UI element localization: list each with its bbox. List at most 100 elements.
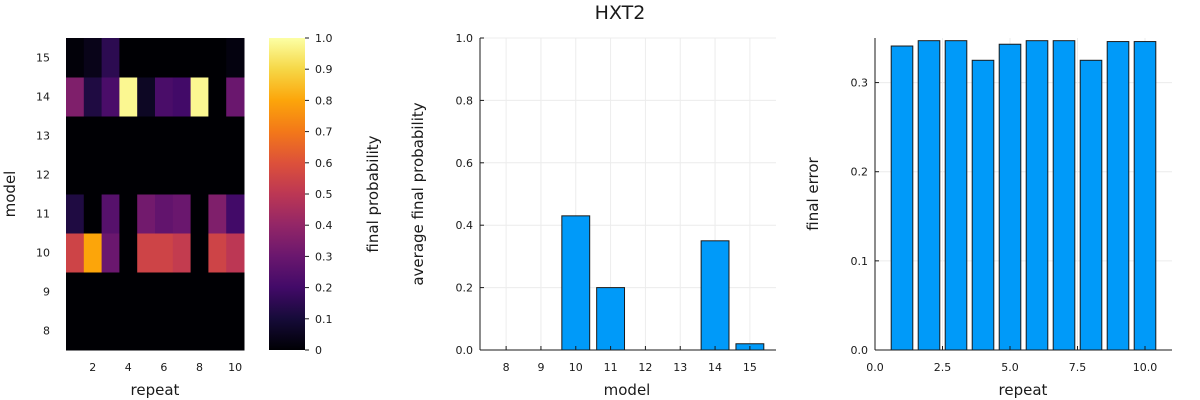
heatmap-cell	[172, 38, 192, 78]
heatmap-cell	[226, 311, 245, 351]
heatmap-cell	[66, 116, 85, 156]
heatmap-panel: 8 9 10 11 12 13 14 15 2 4 6 8 10 repeat model	[1, 38, 245, 399]
final-error-bar	[1052, 40, 1076, 351]
avg-probability-x-tick: 8	[503, 361, 510, 374]
heatmap-cell	[137, 77, 156, 117]
heatmap-cell	[137, 311, 156, 351]
heatmap-cell	[101, 272, 120, 312]
avg-probability-y-tick: 0.2	[456, 282, 474, 295]
heatmap-cells	[66, 38, 245, 351]
heatmap-cell	[226, 233, 245, 273]
colorbar-ticks: 0 0.1 0.2 0.3 0.4 0.5 0.6 0.7 0.8 0.9 1.0	[305, 32, 333, 357]
final-error-bar	[944, 40, 968, 351]
heatmap-cell	[66, 194, 85, 234]
heatmap-cell	[83, 77, 103, 117]
heatmap-cell	[119, 38, 138, 78]
heatmap-cell	[137, 194, 156, 234]
heatmap-cell	[155, 194, 174, 234]
heatmap-cell	[66, 38, 85, 78]
figure-title: HXT2	[595, 2, 646, 24]
heatmap-cell	[226, 194, 245, 234]
heatmap-cell	[119, 233, 138, 273]
heatmap-cell	[137, 272, 156, 312]
heatmap-cell	[208, 38, 227, 78]
colorbar-tick-label: 0.4	[315, 219, 333, 232]
heatmap-y-tick: 10	[36, 247, 50, 260]
heatmap-cell	[172, 116, 192, 156]
heatmap-cell	[190, 194, 209, 234]
avg-probability-y-tick: 0.6	[456, 157, 474, 170]
heatmap-cell	[119, 272, 138, 312]
heatmap-y-tick: 12	[36, 169, 50, 182]
heatmap-cell	[101, 311, 120, 351]
colorbar-tick-label: 0	[315, 344, 322, 357]
heatmap-cell	[137, 116, 156, 156]
avg-probability-bar	[561, 215, 591, 351]
final-error-x-tick: 5.0	[1001, 361, 1019, 374]
heatmap-y-tick: 8	[43, 325, 50, 338]
avg-probability-x-tick: 11	[604, 361, 618, 374]
heatmap-cell	[101, 155, 120, 195]
heatmap-cell	[119, 311, 138, 351]
colorbar-tick-label: 0.9	[315, 63, 333, 76]
avg-probability-x-label: model	[604, 381, 651, 399]
heatmap-cell	[83, 311, 103, 351]
avg-probability-y-label: average final probability	[409, 102, 427, 285]
heatmap-cell	[66, 272, 85, 312]
heatmap-cell	[190, 38, 209, 78]
heatmap-y-tick: 9	[43, 286, 50, 299]
avg-probability-x-ticks: 8 9 10 11 12 13 14 15	[503, 346, 757, 374]
heatmap-cell	[208, 77, 227, 117]
heatmap-cell	[226, 38, 245, 78]
heatmap-x-tick: 4	[125, 361, 132, 374]
final-error-bar	[1079, 59, 1103, 351]
heatmap-cell	[137, 233, 156, 273]
avg-probability-y-tick: 1.0	[456, 32, 474, 45]
heatmap-cell	[83, 116, 103, 156]
heatmap-cell	[190, 77, 209, 117]
colorbar-tick-label: 0.8	[315, 94, 333, 107]
heatmap-cell	[208, 233, 227, 273]
heatmap-x-tick: 10	[228, 361, 242, 374]
final-error-x-tick: 7.5	[1069, 361, 1087, 374]
heatmap-x-label: repeat	[131, 381, 180, 399]
heatmap-cell	[172, 233, 192, 273]
colorbar-tick-label: 0.1	[315, 313, 333, 326]
final-error-x-tick: 0.0	[866, 361, 884, 374]
heatmap-cell	[190, 116, 209, 156]
colorbar-tick-label: 0.7	[315, 126, 333, 139]
final-error-axes	[874, 38, 1172, 351]
heatmap-cell	[155, 155, 174, 195]
heatmap-cell	[172, 272, 192, 312]
heatmap-cell	[208, 272, 227, 312]
heatmap-cell	[66, 155, 85, 195]
heatmap-cell	[66, 311, 85, 351]
heatmap-cell	[190, 233, 209, 273]
avg-probability-x-tick: 9	[537, 361, 544, 374]
final-error-bar	[998, 43, 1022, 351]
heatmap-cell	[83, 38, 103, 78]
final-error-bars	[890, 40, 1157, 351]
colorbar: 0 0.1 0.2 0.3 0.4 0.5 0.6 0.7 0.8 0.9 1.0 final pr…	[269, 32, 382, 357]
colorbar-tick-label: 0.3	[315, 250, 333, 263]
final-error-bar	[971, 59, 995, 351]
heatmap-cell	[190, 311, 209, 351]
heatmap-cell	[172, 77, 192, 117]
heatmap-cell	[226, 116, 245, 156]
heatmap-cell	[101, 233, 120, 273]
colorbar-tick-label: 0.5	[315, 188, 333, 201]
heatmap-cell	[83, 272, 103, 312]
heatmap-cell	[66, 233, 85, 273]
final-error-y-tick: 0.3	[851, 77, 869, 90]
avg-probability-y-tick: 0.0	[456, 344, 474, 357]
heatmap-cell	[119, 77, 138, 117]
avg-probability-panel: 0.00.20.40.60.81.0 8 9 10 11 12 13 14 15 model …	[409, 32, 776, 399]
heatmap-x-ticks: 2 4 6 8 10	[89, 361, 242, 374]
final-error-x-tick: 2.5	[934, 361, 952, 374]
avg-probability-axes	[479, 38, 776, 351]
final-error-x-label: repeat	[999, 381, 1048, 399]
avg-probability-bar	[700, 240, 730, 351]
heatmap-cell	[155, 116, 174, 156]
heatmap-cell	[101, 194, 120, 234]
